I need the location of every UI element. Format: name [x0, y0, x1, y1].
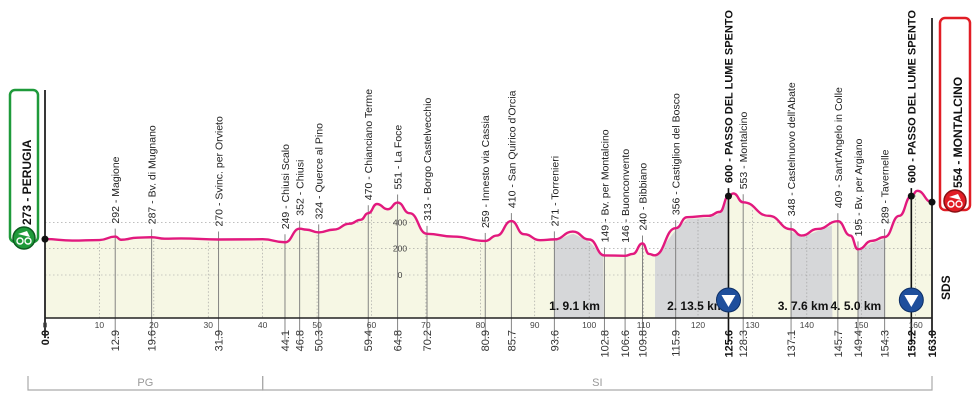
x-tick-label: 140 — [800, 320, 814, 330]
waypoint-km: 19.6 — [147, 330, 159, 351]
gridline-label: 200 — [393, 244, 407, 254]
x-tick-label: 120 — [691, 320, 705, 330]
waypoint-km: 149.4 — [853, 330, 865, 358]
gravel-sector — [655, 198, 729, 318]
waypoint-km: 64.8 — [393, 330, 405, 351]
waypoint-label: 313 - Borgo Castelvecchio — [422, 98, 434, 221]
start-km: 0.0 — [40, 330, 52, 345]
waypoint-label: 324 - Querce al Pino — [314, 123, 326, 219]
province-bracket — [262, 376, 933, 391]
wheel-icon — [24, 237, 32, 245]
waypoint-km: 93.6 — [549, 330, 561, 351]
start-label: 273 - PERUGIA — [20, 139, 34, 225]
waypoint-label: 551 - La Foce — [393, 125, 405, 190]
sds-logo: SDS — [939, 275, 953, 300]
summit-dot — [907, 192, 915, 200]
waypoint-label: 271 - Torrenieri — [549, 156, 561, 226]
waypoint-km: 46.8 — [295, 330, 307, 351]
waypoint-km: 159.2 — [906, 330, 918, 358]
gravel-sector-label: 2. 13.5 km — [667, 299, 724, 313]
x-tick-label: 100 — [582, 320, 596, 330]
x-tick-label: 70 — [421, 320, 431, 330]
waypoint-km: 59.4 — [363, 330, 375, 351]
waypoint-km: 31.9 — [214, 330, 226, 351]
waypoint-km: 125.6 — [723, 330, 735, 358]
cyclist-icon — [943, 189, 967, 213]
x-tick-label: 0 — [43, 320, 48, 330]
waypoint-km: 85.7 — [506, 330, 518, 351]
kom-triangle-icon — [904, 295, 919, 307]
x-tick-label: 130 — [745, 320, 759, 330]
waypoint-label: 146 - Buonconvento — [620, 149, 632, 243]
rider-icon — [18, 231, 30, 237]
kom-triangle-icon — [721, 295, 736, 307]
finish-dot — [928, 198, 936, 206]
wheel-icon — [16, 237, 24, 245]
waypoint-label: 470 - Chianciano Terme — [363, 89, 375, 200]
x-tick-label: 90 — [530, 320, 540, 330]
x-tick-label: 80 — [476, 320, 486, 330]
waypoint-label: 149 - Bv. per Montalcino — [599, 129, 611, 242]
waypoint-label: 195 - Bv. per Argiano — [853, 138, 865, 236]
waypoint-km: 106.6 — [620, 330, 632, 358]
gridline-label: 400 — [393, 217, 407, 227]
finish-km: 163.0 — [927, 330, 939, 358]
finish-label: 554 - MONTALCINO — [951, 77, 965, 188]
waypoint-label: 287 - Bv. di Mugnano — [147, 125, 159, 224]
waypoint-label: 356 - Castiglion del Bosco — [671, 93, 683, 215]
x-tick-label: 160 — [909, 320, 923, 330]
waypoint-label: 249 - Chiusi Scalo — [280, 144, 292, 229]
wheel-icon — [955, 200, 963, 208]
waypoint-label: 348 - Castelnuovo dell'Abate — [786, 82, 798, 216]
waypoint-label: 292 - Magione — [110, 156, 122, 223]
gravel-sector-label: 1. 9.1 km — [549, 299, 600, 313]
x-tick-label: 20 — [149, 320, 159, 330]
x-tick-label: 150 — [854, 320, 868, 330]
x-tick-label: 60 — [367, 320, 377, 330]
waypoint-km: 115.9 — [671, 330, 683, 357]
summit-dot — [724, 192, 732, 200]
gravel-sector — [554, 233, 604, 318]
gravel-sector-label: 3. 7.6 km — [778, 299, 829, 313]
x-tick-label: 110 — [637, 320, 651, 330]
waypoint-km: 12.9 — [110, 330, 122, 351]
waypoint-label: 600 - PASSO DEL LUME SPENTO — [906, 10, 918, 183]
x-tick-label: 50 — [312, 320, 322, 330]
waypoint-label: 240 - Bibbiano — [638, 163, 650, 231]
profile-line — [44, 189, 933, 258]
rider-icon — [949, 194, 961, 200]
waypoint-km: 109.8 — [638, 330, 650, 358]
waypoint-label: 409 - Sant'Angelo in Colle — [833, 87, 845, 208]
waypoint-km: 145.7 — [833, 330, 845, 358]
waypoint-km: 102.8 — [599, 330, 611, 358]
cyclist-icon — [12, 226, 36, 250]
waypoint-km: 80.9 — [480, 330, 492, 351]
waypoint-km: 44.1 — [280, 330, 292, 351]
x-tick-label: 30 — [204, 320, 214, 330]
start-dot — [41, 235, 49, 243]
waypoint-label: 600 - PASSO DEL LUME SPENTO — [723, 10, 735, 183]
wheel-icon — [947, 200, 955, 208]
waypoint-label: 410 - San Quirico d'Orcia — [506, 90, 518, 208]
waypoint-label: 270 - Svinc. per Orvieto — [214, 116, 226, 226]
x-tick-label: 10 — [95, 320, 105, 330]
waypoint-label: 259 - Innesto via Cassia — [480, 115, 492, 228]
waypoint-km: 137.1 — [786, 330, 798, 358]
gravel-sector — [857, 238, 886, 318]
waypoint-label: 553 - Montalcino — [738, 111, 750, 189]
x-tick-label: 40 — [258, 320, 268, 330]
waypoint-label: 289 - Tavernelle — [880, 149, 892, 224]
province-label: PG — [137, 377, 153, 389]
waypoint-km: 128.3 — [738, 330, 750, 358]
gridline-label: 0 — [398, 270, 403, 280]
waypoint-km: 154.3 — [880, 330, 892, 358]
waypoint-km: 50.3 — [314, 330, 326, 351]
waypoint-label: 352 - Chiusi — [295, 160, 307, 216]
waypoint-km: 70.2 — [422, 330, 434, 351]
gravel-sector-label: 4. 5.0 km — [830, 299, 881, 313]
province-label: SI — [592, 377, 602, 389]
